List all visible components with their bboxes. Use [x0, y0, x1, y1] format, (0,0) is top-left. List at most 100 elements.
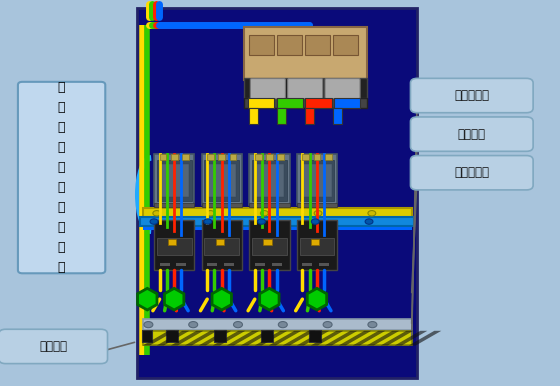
FancyBboxPatch shape: [277, 108, 286, 124]
FancyBboxPatch shape: [272, 263, 282, 266]
FancyBboxPatch shape: [157, 238, 192, 255]
FancyBboxPatch shape: [202, 220, 242, 270]
FancyBboxPatch shape: [182, 154, 189, 160]
Circle shape: [189, 322, 198, 328]
FancyBboxPatch shape: [309, 330, 321, 342]
Polygon shape: [165, 288, 184, 310]
Polygon shape: [260, 288, 279, 310]
FancyBboxPatch shape: [204, 160, 239, 201]
FancyBboxPatch shape: [207, 154, 214, 160]
FancyBboxPatch shape: [218, 154, 225, 160]
Text: 保护零线排: 保护零线排: [454, 89, 489, 102]
FancyBboxPatch shape: [300, 160, 334, 201]
FancyBboxPatch shape: [325, 78, 360, 99]
FancyBboxPatch shape: [224, 263, 234, 266]
FancyBboxPatch shape: [302, 263, 312, 266]
FancyBboxPatch shape: [302, 164, 332, 197]
FancyBboxPatch shape: [288, 78, 323, 99]
Circle shape: [368, 322, 377, 328]
FancyBboxPatch shape: [143, 319, 412, 330]
FancyBboxPatch shape: [143, 223, 412, 227]
Text: 重复接地: 重复接地: [39, 340, 67, 353]
FancyBboxPatch shape: [302, 154, 309, 160]
FancyBboxPatch shape: [266, 154, 273, 160]
FancyBboxPatch shape: [230, 154, 236, 160]
FancyBboxPatch shape: [143, 331, 412, 345]
Circle shape: [368, 210, 376, 216]
FancyBboxPatch shape: [334, 98, 360, 108]
FancyBboxPatch shape: [176, 263, 186, 266]
FancyBboxPatch shape: [202, 203, 242, 207]
FancyBboxPatch shape: [204, 238, 239, 255]
FancyBboxPatch shape: [305, 98, 332, 108]
FancyBboxPatch shape: [297, 154, 337, 205]
FancyBboxPatch shape: [277, 154, 284, 160]
FancyBboxPatch shape: [137, 8, 417, 378]
FancyBboxPatch shape: [263, 239, 272, 245]
FancyBboxPatch shape: [143, 219, 412, 223]
FancyBboxPatch shape: [214, 330, 226, 342]
FancyBboxPatch shape: [314, 154, 320, 160]
FancyBboxPatch shape: [325, 154, 332, 160]
FancyBboxPatch shape: [168, 239, 176, 245]
FancyBboxPatch shape: [140, 217, 414, 226]
Circle shape: [311, 219, 319, 224]
FancyBboxPatch shape: [244, 98, 367, 108]
Polygon shape: [138, 288, 157, 310]
FancyBboxPatch shape: [410, 78, 533, 113]
FancyBboxPatch shape: [262, 330, 273, 342]
FancyBboxPatch shape: [157, 160, 192, 201]
FancyBboxPatch shape: [143, 227, 412, 230]
FancyBboxPatch shape: [154, 220, 194, 270]
FancyBboxPatch shape: [277, 35, 302, 55]
FancyBboxPatch shape: [255, 263, 265, 266]
FancyBboxPatch shape: [166, 330, 178, 342]
FancyBboxPatch shape: [297, 220, 337, 270]
FancyBboxPatch shape: [248, 98, 274, 108]
Circle shape: [204, 219, 212, 224]
FancyBboxPatch shape: [249, 203, 290, 207]
FancyBboxPatch shape: [305, 35, 330, 55]
Text: 干包电缆头: 干包电缆头: [454, 166, 489, 179]
FancyBboxPatch shape: [207, 164, 236, 197]
FancyBboxPatch shape: [249, 154, 290, 205]
Circle shape: [258, 219, 265, 224]
FancyBboxPatch shape: [319, 263, 329, 266]
Polygon shape: [307, 288, 326, 310]
FancyBboxPatch shape: [333, 108, 342, 124]
Circle shape: [323, 322, 332, 328]
FancyBboxPatch shape: [249, 220, 290, 270]
Circle shape: [278, 322, 287, 328]
FancyBboxPatch shape: [249, 35, 274, 55]
Text: 角钢支架: 角钢支架: [458, 128, 486, 141]
Circle shape: [234, 322, 242, 328]
FancyBboxPatch shape: [252, 238, 287, 255]
Circle shape: [207, 210, 214, 216]
FancyBboxPatch shape: [410, 156, 533, 190]
FancyBboxPatch shape: [244, 78, 367, 98]
FancyBboxPatch shape: [300, 238, 334, 255]
Circle shape: [150, 219, 158, 224]
FancyBboxPatch shape: [207, 263, 217, 266]
FancyBboxPatch shape: [255, 164, 284, 197]
FancyBboxPatch shape: [305, 108, 314, 124]
Text: 总
配
电
柜
电
缆
接
线
方
法: 总 配 电 柜 电 缆 接 线 方 法: [58, 81, 66, 274]
FancyBboxPatch shape: [18, 82, 105, 273]
FancyBboxPatch shape: [277, 98, 303, 108]
FancyBboxPatch shape: [143, 208, 412, 218]
Circle shape: [365, 219, 373, 224]
Circle shape: [314, 210, 322, 216]
FancyBboxPatch shape: [252, 160, 287, 201]
FancyBboxPatch shape: [154, 203, 194, 207]
Circle shape: [144, 322, 153, 328]
FancyBboxPatch shape: [311, 239, 319, 245]
FancyBboxPatch shape: [297, 203, 337, 207]
Polygon shape: [212, 288, 231, 310]
FancyBboxPatch shape: [160, 263, 170, 266]
FancyBboxPatch shape: [249, 108, 258, 124]
FancyBboxPatch shape: [410, 117, 533, 151]
FancyBboxPatch shape: [216, 239, 224, 245]
Circle shape: [260, 210, 268, 216]
FancyBboxPatch shape: [160, 154, 166, 160]
FancyBboxPatch shape: [160, 164, 189, 197]
